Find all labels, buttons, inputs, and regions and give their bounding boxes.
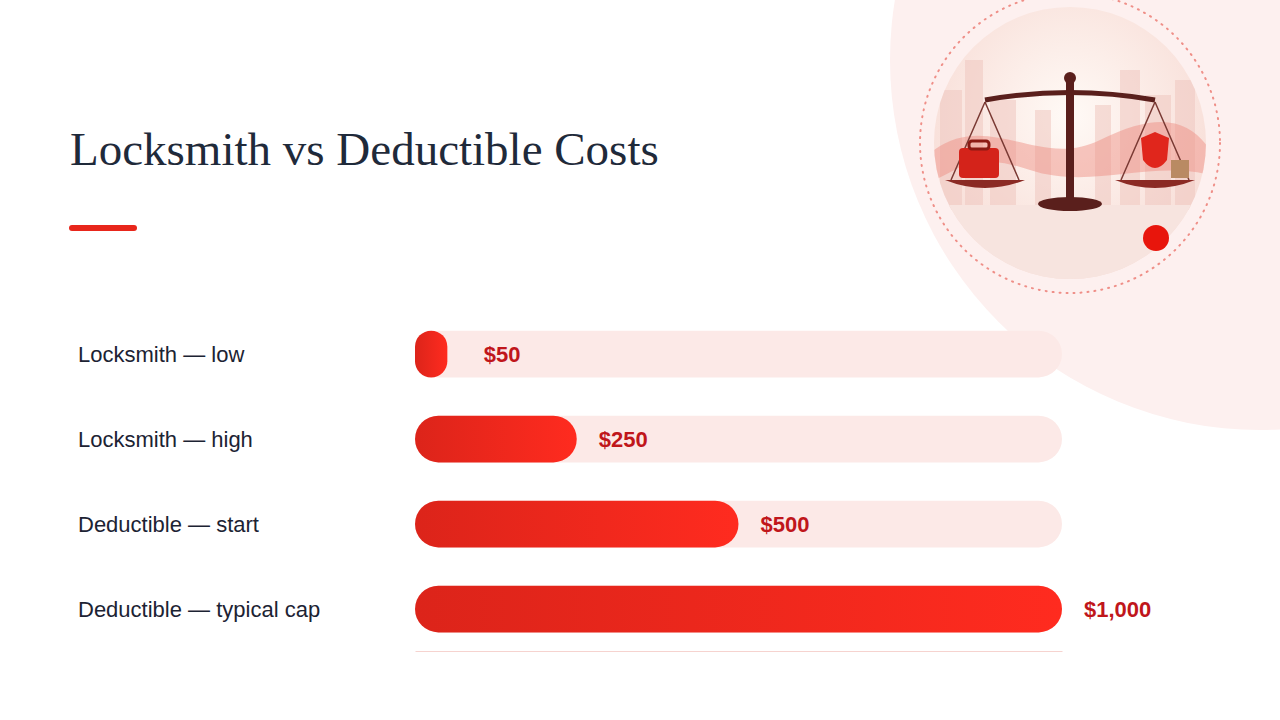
y-tick: Locksmith — low xyxy=(78,342,244,367)
toolbox xyxy=(959,148,999,178)
scale-strings xyxy=(951,102,1019,180)
scale-pan xyxy=(945,180,1025,188)
bar xyxy=(415,501,739,548)
data-label: $50 xyxy=(484,342,521,367)
scale-pole xyxy=(1066,80,1074,200)
bar-track xyxy=(415,586,1062,633)
y-tick: Deductible — start xyxy=(78,512,259,537)
scale-pan xyxy=(1115,180,1195,188)
coins xyxy=(1171,160,1189,178)
category-label: Locksmith — high xyxy=(78,427,253,452)
accent-dot xyxy=(1143,225,1169,251)
bar-track xyxy=(415,416,1062,463)
illustration xyxy=(930,0,1210,295)
category-label: Deductible — typical cap xyxy=(78,597,320,622)
shield xyxy=(1141,132,1169,168)
category-label: Deductible — start xyxy=(78,512,259,537)
bar xyxy=(415,416,577,463)
y-tick: Locksmith — high xyxy=(78,427,253,452)
title-underline xyxy=(69,225,137,231)
chart-title: Locksmith vs Deductible Costs xyxy=(70,123,659,175)
data-label: $1,000 xyxy=(1084,597,1151,622)
toolbox-handle xyxy=(969,141,989,149)
x-axis-line xyxy=(416,651,1063,652)
category-label: Locksmith — low xyxy=(78,342,244,367)
scale-strings xyxy=(1121,102,1189,180)
data-label: $250 xyxy=(599,427,648,452)
bar xyxy=(415,331,447,378)
bar-track xyxy=(415,501,1062,548)
bars xyxy=(415,331,1062,633)
scale-base xyxy=(1038,197,1102,211)
bar xyxy=(415,586,1062,633)
scale-beam xyxy=(985,93,1155,101)
data-label: $500 xyxy=(761,512,810,537)
x-axis xyxy=(416,651,1063,652)
data-labels: $50 $250 $500 $1,000 xyxy=(484,342,1152,622)
y-axis: Locksmith — low Locksmith — high Deductibl… xyxy=(78,342,320,622)
floor xyxy=(930,205,1210,295)
scale-top xyxy=(1064,72,1076,84)
tracks xyxy=(415,331,1062,633)
bar-track xyxy=(415,331,1062,378)
chart-canvas: Locksmith vs Deductible Costs Locksmith —… xyxy=(0,0,1280,720)
y-tick: Deductible — typical cap xyxy=(78,597,320,622)
